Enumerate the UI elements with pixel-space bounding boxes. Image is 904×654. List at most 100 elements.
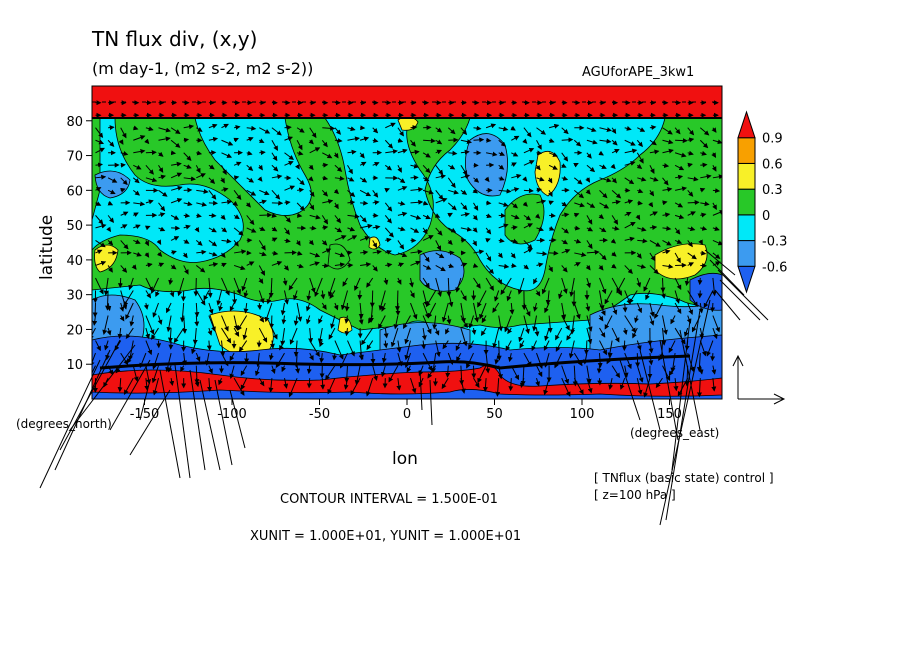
flux-vector <box>233 315 239 331</box>
flux-vector <box>95 249 103 255</box>
flux-vector <box>611 327 620 343</box>
flux-vector <box>599 227 607 233</box>
flux-vector <box>422 189 434 195</box>
flux-vector <box>152 302 159 318</box>
flux-vector <box>662 127 673 135</box>
flux-vector <box>511 225 518 231</box>
flux-vector <box>281 315 287 325</box>
flux-vector <box>498 315 503 332</box>
flux-vector <box>418 377 424 388</box>
flux-vector <box>500 277 512 295</box>
flux-vector <box>309 127 317 139</box>
flux-vector <box>259 150 266 156</box>
flux-vector <box>447 352 454 366</box>
flux-vector <box>207 378 213 392</box>
flux-vector <box>624 199 634 205</box>
flux-vector <box>296 140 303 151</box>
flux-vector <box>293 290 298 301</box>
flux-vector <box>660 277 666 293</box>
flux-vector <box>284 238 291 244</box>
colorbar-label: 0 <box>762 209 770 224</box>
flux-vector <box>683 327 689 338</box>
flux-vector <box>357 290 363 300</box>
flux-vector <box>410 249 423 255</box>
flux-vector <box>573 162 579 168</box>
flux-vector <box>196 188 209 194</box>
flux-vector <box>384 188 390 193</box>
flux-vector <box>410 163 420 169</box>
flux-vector <box>347 235 358 241</box>
flux-vector <box>498 223 509 229</box>
flux-vector <box>128 277 134 291</box>
flux-vector <box>359 215 367 223</box>
flux-vector <box>511 187 520 193</box>
flux-vector <box>107 177 118 183</box>
flux-vector <box>95 127 104 138</box>
flux-vector <box>284 290 289 305</box>
flux-vector <box>561 265 568 273</box>
flux-vector <box>306 365 312 375</box>
flux-vector <box>384 215 392 224</box>
flux-vector <box>359 189 372 197</box>
flux-vector <box>460 302 466 324</box>
flux-vector <box>573 177 583 185</box>
flux-vector <box>321 139 328 148</box>
flux-vector <box>511 214 520 220</box>
flux-vector <box>586 365 592 384</box>
flux-vector <box>183 213 191 219</box>
flux-vector <box>340 290 348 311</box>
flux-vector <box>548 138 555 143</box>
flux-vector <box>158 136 171 142</box>
flux-vector <box>245 202 251 208</box>
flux-vector <box>472 227 478 233</box>
flux-vector <box>460 327 468 347</box>
flux-vector <box>460 174 471 179</box>
flux-vector <box>221 227 228 233</box>
flux-vector <box>435 252 445 259</box>
flux-vector <box>283 265 289 271</box>
flux-vector <box>133 251 142 257</box>
flux-vector <box>196 173 206 179</box>
flux-vector <box>662 263 674 269</box>
flux-vector <box>643 377 651 398</box>
flux-vector <box>674 186 688 192</box>
flux-vector <box>95 187 102 192</box>
flux-vector <box>117 378 123 393</box>
flux-vector <box>636 163 643 169</box>
flux-vector <box>372 138 379 143</box>
flux-vector <box>284 125 292 131</box>
flux-vector <box>305 302 311 312</box>
flux-vector <box>456 352 462 362</box>
flux-vector <box>543 340 550 351</box>
flux-vector <box>422 277 430 289</box>
flux-vector <box>384 202 393 212</box>
flux-vector <box>246 189 257 196</box>
flux-vector <box>510 202 518 209</box>
flux-vector <box>233 175 240 181</box>
flux-vector <box>687 226 696 232</box>
flux-vector <box>422 214 431 220</box>
flux-vector <box>477 365 487 384</box>
flux-vector <box>385 237 392 243</box>
flux-vector <box>396 277 402 285</box>
flux-vector <box>95 215 104 225</box>
flux-vector <box>107 240 114 246</box>
flux-vector <box>334 138 343 144</box>
flux-vector <box>397 165 402 173</box>
flux-vector <box>460 189 468 195</box>
flux-vector <box>196 201 208 207</box>
flux-vector <box>586 152 592 159</box>
flux-vector <box>296 202 305 212</box>
flux-vector <box>158 165 164 173</box>
annotation-basic-state: [ TNflux (basic state) control ] <box>594 471 774 485</box>
flux-vector <box>472 188 479 194</box>
flux-vector <box>95 260 107 266</box>
flux-vector <box>435 277 442 298</box>
flux-vector <box>170 185 183 191</box>
flux-vector <box>604 315 613 330</box>
flux-vector <box>344 315 350 324</box>
flux-vector <box>207 277 213 298</box>
flux-vector <box>598 315 604 322</box>
x-tick-label: 0 <box>403 407 411 422</box>
